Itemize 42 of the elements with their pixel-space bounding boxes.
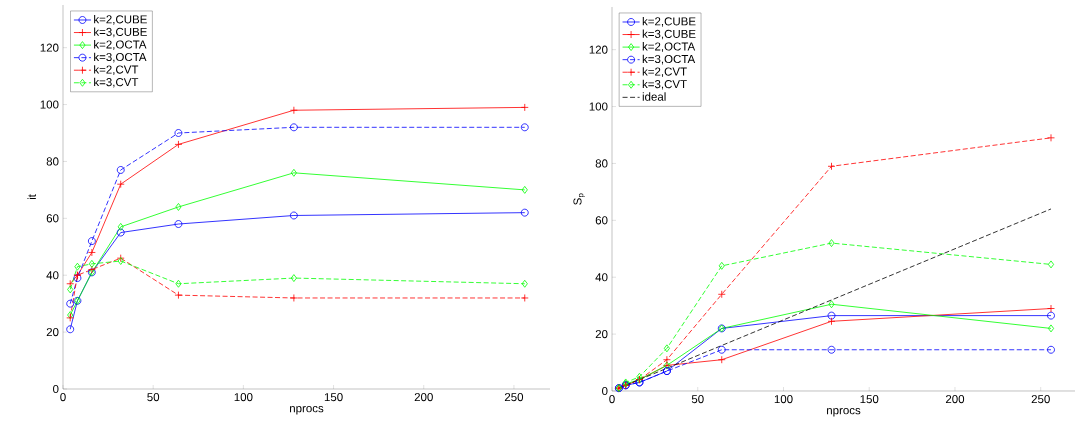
- legend-label: k=2,OCTA: [642, 42, 696, 52]
- legend-label: k=2,CUBE: [94, 14, 147, 25]
- legend-label: k=2,CUBE: [642, 16, 696, 27]
- x-tick-label: 100: [774, 395, 793, 404]
- y-tick-label: 40: [46, 271, 59, 280]
- y-tick-label: 80: [46, 157, 59, 166]
- x-tick-label: 100: [234, 393, 253, 402]
- legend-label: k=3,CVT: [642, 79, 687, 90]
- legend-label: k=3,CVT: [94, 77, 139, 88]
- x-axis-title: nprocs: [827, 408, 861, 417]
- y-tick-label: 0: [53, 384, 59, 394]
- x-tick-label: 0: [609, 395, 615, 404]
- legend-label: k=3,CUBE: [94, 27, 147, 38]
- y-tick-label: 60: [595, 216, 608, 225]
- legend-label: k=3,OCTA: [642, 54, 696, 65]
- y-tick-label: 20: [595, 330, 608, 339]
- x-tick-label: 150: [860, 395, 879, 404]
- legend-label: k=3,OCTA: [94, 52, 147, 63]
- x-tick-label: 50: [147, 393, 160, 402]
- legend-label: k=2,CVT: [642, 67, 687, 77]
- y-tick-label: 120: [589, 45, 608, 54]
- legend-label: k=2,CVT: [94, 65, 139, 75]
- x-tick-label: 200: [945, 395, 965, 404]
- y-tick-label: 20: [46, 328, 59, 337]
- x-tick-label: 250: [504, 393, 524, 402]
- x-tick-label: 200: [414, 393, 433, 402]
- legend-label: k=3,CUBE: [642, 29, 696, 40]
- y-tick-label: 60: [46, 214, 59, 223]
- y-tick-label: 40: [595, 273, 608, 282]
- y-axis-title: S$_{p}$: [573, 193, 585, 205]
- x-tick-label: 150: [324, 393, 343, 402]
- legend-label: ideal: [642, 92, 666, 101]
- x-axis-title: nprocs: [290, 406, 324, 415]
- y-tick-label: 80: [595, 159, 608, 168]
- y-tick-label: 120: [40, 43, 59, 52]
- x-tick-label: 0: [60, 393, 66, 402]
- legend-label: k=2,OCTA: [94, 40, 147, 50]
- y-tick-label: 100: [40, 100, 59, 109]
- x-tick-label: 50: [691, 395, 704, 404]
- y-axis-title: it: [27, 194, 36, 200]
- x-tick-label: 250: [1031, 395, 1050, 404]
- y-tick-label: 100: [589, 102, 608, 111]
